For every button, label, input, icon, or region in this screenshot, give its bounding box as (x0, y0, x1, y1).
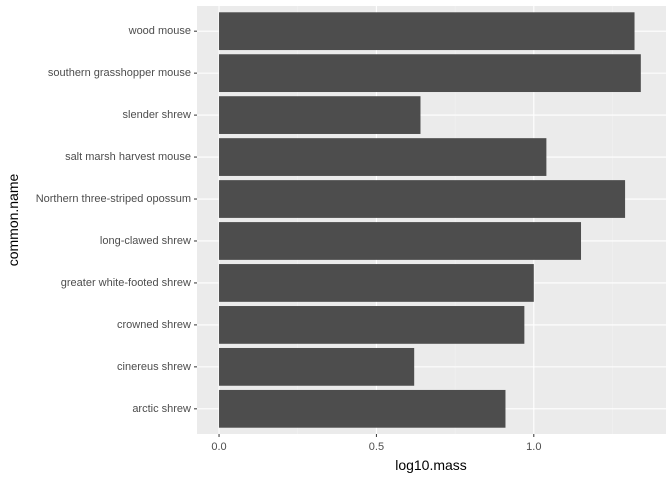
bar-salt-marsh-harvest-mouse (219, 138, 547, 176)
y-axis: arctic shrew cinereus shrew crowned shrew g… (36, 25, 197, 415)
y-tick-label: slender shrew (123, 109, 192, 121)
y-tick-label: arctic shrew (132, 403, 191, 415)
y-tick-label: greater white-footed shrew (61, 277, 191, 289)
y-axis-title: common.name (5, 173, 21, 266)
y-tick-label: Northern three-striped opossum (36, 193, 191, 205)
bars (219, 12, 641, 428)
x-tick-label: 0.5 (369, 441, 384, 453)
bar-wood-mouse (219, 12, 635, 51)
x-axis: 0.0 0.5 1.0 (211, 434, 541, 453)
bar-long-clawed-shrew (219, 222, 582, 260)
bar-arctic-shrew (219, 389, 506, 428)
bar-southern-grasshopper-mouse (219, 54, 641, 93)
y-tick-label: long-clawed shrew (100, 235, 191, 247)
bar-slender-shrew (219, 96, 421, 134)
bar-crowned-shrew (219, 306, 525, 344)
x-tick-label: 0.0 (211, 441, 226, 453)
y-tick-label: cinereus shrew (117, 361, 191, 373)
y-tick-label: crowned shrew (117, 319, 191, 331)
y-tick-label: wood mouse (128, 25, 191, 37)
y-tick-label: southern grasshopper mouse (48, 67, 191, 79)
bar-greater-white-footed-shrew (219, 264, 534, 302)
x-axis-title: log10.mass (395, 457, 467, 473)
bar-cinereus-shrew (219, 347, 415, 386)
x-tick-label: 1.0 (526, 441, 541, 453)
y-tick-label: salt marsh harvest mouse (65, 151, 191, 163)
bar-northern-three-striped-opossum (219, 180, 626, 218)
